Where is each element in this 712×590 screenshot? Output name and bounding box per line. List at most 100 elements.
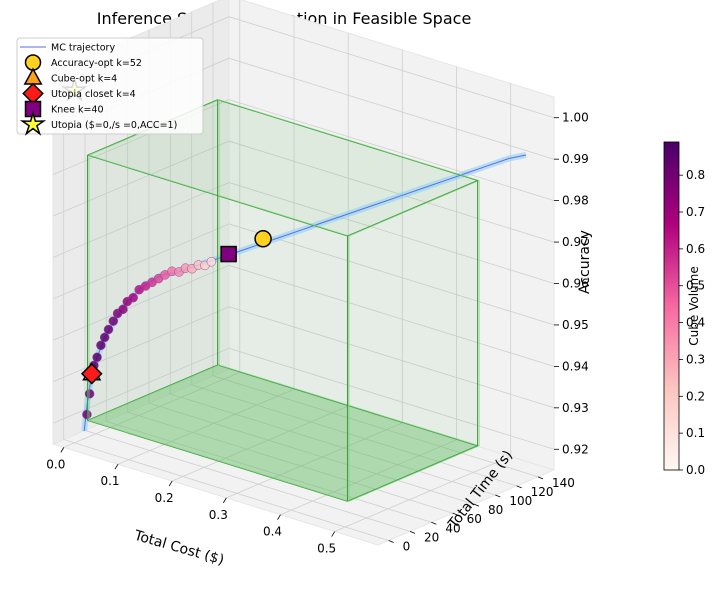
- colorbar-tick-label: 0.1: [686, 426, 705, 440]
- scatter-point: [92, 352, 102, 363]
- x-axis-label: Total Cost ($): [131, 527, 225, 568]
- y-tick-label: 40: [445, 521, 460, 535]
- z-tick-label: 1.00: [562, 111, 589, 125]
- scatter-point: [206, 256, 217, 267]
- scatter-point: [128, 292, 138, 303]
- x-tick: [222, 497, 227, 504]
- scatter-point: [84, 389, 95, 399]
- y-tick-label: 0: [403, 539, 411, 553]
- scatter-point: [103, 324, 114, 335]
- grid-line-z: [52, 264, 555, 367]
- y-tick: [409, 530, 416, 534]
- feasible-box-edge: [347, 180, 478, 237]
- grid-line-z: [52, 306, 555, 409]
- colorbar-tick-label: 0.5: [686, 279, 705, 293]
- feasible-floor: [87, 365, 478, 502]
- legend: MC trajectory Accuracy-opt k=52 Cube-opt k…: [16, 37, 204, 136]
- z-tick-label: 0.93: [562, 401, 589, 415]
- legend-label: Utopia closet k=4: [51, 89, 136, 100]
- grid-line-z: [52, 347, 555, 450]
- scatter-point: [118, 304, 128, 315]
- grid-line-y: [127, 39, 453, 514]
- feasible-box-edge: [87, 419, 348, 502]
- z-tick-label: 0.98: [562, 194, 589, 208]
- y-tick-label: 60: [467, 512, 482, 526]
- scatter-point: [108, 316, 119, 326]
- y-tick-label: 120: [531, 485, 554, 499]
- z-tick-label: 0.99: [562, 152, 589, 166]
- x-tick-label: 0.4: [263, 525, 282, 539]
- grid-line-y: [148, 30, 475, 505]
- colorbar-tick-label: 0.2: [686, 389, 705, 403]
- feasible-box-edge: [348, 445, 480, 502]
- z-axis-label: Accuracy: [577, 230, 593, 294]
- feasible-box-edge: [348, 180, 480, 237]
- scatter-points: [82, 256, 217, 420]
- scatter-point: [99, 332, 110, 343]
- y-tick: [431, 521, 437, 525]
- scatter-point: [82, 409, 92, 420]
- feasible-box-edge: [88, 364, 220, 421]
- grid-line-y: [63, 66, 389, 541]
- y-tick-label: 20: [424, 530, 439, 544]
- grid-line-y: [212, 2, 539, 478]
- x-tick: [331, 531, 336, 537]
- colorbar-tick-label: 0.4: [686, 316, 705, 330]
- grid-line-x: [63, 0, 241, 448]
- axis-panes: [51, 0, 556, 546]
- grid-line-z: [52, 99, 555, 201]
- feasible-box-edge: [218, 99, 480, 181]
- scatter-point: [96, 340, 106, 351]
- colorbar-tick-label: 0.0: [686, 463, 705, 477]
- x-tick: [168, 480, 173, 487]
- colorbar-tick-label: 0.8: [686, 168, 705, 182]
- colorbar-tick-label: 0.3: [686, 352, 705, 366]
- z-tick-label: 0.94: [562, 359, 589, 373]
- colorbar-bar: [663, 141, 680, 471]
- y-tick: [516, 485, 522, 489]
- colorbar-label: Cube Volume: [687, 266, 701, 345]
- grid-line-z: [52, 182, 555, 284]
- legend-star-marker: [19, 110, 47, 136]
- x-tick-label: 0.1: [100, 474, 119, 488]
- grid-line-y: [105, 48, 432, 523]
- grid-line-z: [52, 140, 555, 243]
- y-tick: [495, 494, 501, 498]
- colorbar-tick-label: 0.7: [686, 205, 705, 219]
- legend-label: Knee k=40: [51, 105, 104, 116]
- special-diamond-marker: [80, 362, 103, 385]
- colorbar: 0.0 0.1 0.2 0.3 0.4 0.5 0.6 0.7 0.8 Cube Volume: [663, 141, 705, 477]
- feasible-box-edge: [88, 420, 350, 502]
- y-tick: [388, 540, 394, 543]
- x-tick: [114, 463, 119, 470]
- x-tick-label: 0.5: [317, 542, 336, 556]
- legend-label: Utopia ($=0,/s =0,ACC=1): [51, 120, 177, 131]
- legend-label: Accuracy-opt k=52: [51, 58, 142, 69]
- feasible-box-edge: [347, 445, 478, 502]
- x-tick-label: 0.0: [46, 457, 65, 471]
- x-tick: [60, 447, 65, 453]
- z-tick-label: 0.96: [562, 277, 589, 291]
- z-tick-label: 0.95: [562, 318, 589, 332]
- y-tick: [473, 503, 480, 507]
- feasible-box-edge: [217, 99, 478, 181]
- grid-line-y: [169, 21, 496, 496]
- z-tick-label: 0.92: [562, 442, 589, 456]
- grid-line-x: [226, 49, 403, 499]
- legend-label: MC trajectory: [51, 43, 115, 54]
- feasible-box-edges: [86, 99, 480, 502]
- x-tick: [277, 514, 281, 520]
- x-tick-label: 0.2: [155, 491, 174, 505]
- z-tick-label: 0.97: [562, 235, 589, 249]
- y-tick-label: 80: [488, 503, 503, 517]
- legend-label: Cube-opt k=4: [51, 74, 117, 85]
- grid-line-z: [52, 223, 555, 326]
- colorbar-tick-label: 0.6: [686, 242, 705, 256]
- feasible-left-face: [87, 99, 218, 421]
- x-tick-label: 0.3: [209, 508, 228, 522]
- grid-line-y: [191, 11, 517, 487]
- y-tick: [537, 476, 544, 480]
- feasible-box-edge: [87, 364, 218, 421]
